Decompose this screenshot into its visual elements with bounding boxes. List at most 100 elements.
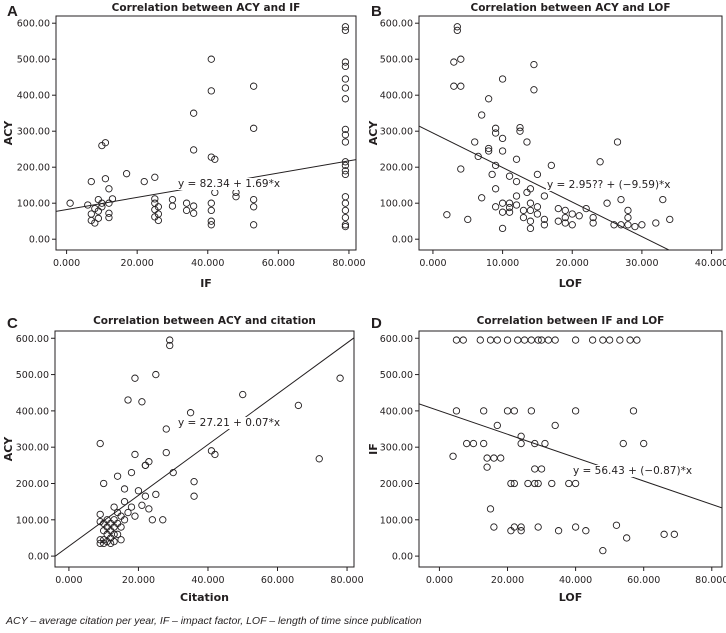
data-point — [551, 421, 559, 430]
chart-panel-c: C Correlation between ACY and citation 0.0… — [2, 315, 364, 604]
data-point — [120, 497, 129, 506]
data-point — [480, 407, 488, 415]
y-tick-label: 600.00 — [380, 19, 413, 30]
data-point — [120, 516, 129, 524]
data-point — [249, 203, 258, 211]
data-point — [182, 206, 191, 215]
data-point — [105, 209, 113, 217]
data-point — [124, 396, 132, 404]
data-point — [582, 527, 590, 535]
data-point — [211, 450, 219, 459]
data-point — [471, 138, 479, 146]
data-point — [633, 336, 641, 344]
data-point — [464, 215, 472, 224]
fit-equation-c: y = 27.21 + 0.07*x — [178, 417, 280, 429]
data-point — [127, 468, 136, 477]
data-point — [94, 214, 103, 222]
data-point — [640, 439, 648, 448]
data-point — [517, 439, 525, 448]
data-point — [106, 527, 115, 535]
y-tick-label: 300.00 — [17, 127, 50, 138]
x-tick-label: 20.000 — [122, 575, 155, 586]
data-point — [474, 152, 482, 161]
data-point — [548, 479, 556, 488]
data-point — [154, 216, 163, 225]
fit-equation-d: y = 56.43 + (−0.87)*x — [573, 465, 692, 477]
data-point — [106, 519, 115, 528]
data-point — [162, 425, 170, 433]
data-point — [151, 195, 159, 203]
chart-title-c: Correlation between ACY and citation — [93, 315, 316, 327]
data-point — [524, 479, 532, 488]
data-point — [510, 479, 518, 488]
data-point — [341, 95, 350, 103]
data-point — [207, 221, 215, 229]
data-point — [100, 536, 108, 544]
data-point — [105, 199, 113, 207]
fit-line-b — [419, 125, 671, 250]
data-point — [619, 439, 627, 448]
y-tick-label: 200.00 — [16, 479, 49, 490]
y-tick-label: 300.00 — [16, 443, 49, 454]
data-point — [452, 336, 461, 344]
x-tick-label: 60.000 — [261, 575, 294, 586]
data-point — [450, 82, 458, 90]
plot-frame-a — [55, 15, 357, 251]
data-point — [505, 203, 514, 212]
data-point — [533, 203, 542, 211]
data-point — [534, 479, 542, 488]
data-point — [526, 217, 535, 225]
data-point — [491, 203, 500, 211]
y-tick-label: 100.00 — [16, 515, 49, 526]
data-point — [498, 199, 507, 207]
data-point — [239, 390, 247, 399]
data-point — [110, 516, 118, 524]
chart-title-a: Correlation between ACY and IF — [112, 2, 301, 14]
data-point — [140, 177, 148, 186]
x-axis-label-b: LOF — [559, 277, 582, 290]
data-point — [498, 224, 507, 233]
data-point — [457, 165, 465, 173]
data-point — [493, 336, 501, 344]
data-point — [530, 86, 538, 94]
data-point — [589, 213, 597, 222]
data-point — [660, 530, 668, 538]
x-tick-label: 0.000 — [419, 258, 446, 269]
fit-equation-bg — [177, 417, 282, 429]
y-axis-label-b: ACY — [367, 120, 380, 146]
data-point — [134, 487, 143, 495]
data-point — [103, 530, 111, 538]
data-point — [341, 206, 350, 215]
plot-frame-b — [418, 15, 723, 251]
data-point — [588, 336, 597, 344]
x-tick-label: 80.000 — [332, 258, 365, 269]
data-point — [512, 192, 521, 200]
x-axis-label-a: IF — [200, 277, 212, 290]
x-tick-label: 60.000 — [262, 258, 295, 269]
data-point — [463, 439, 471, 448]
data-point — [571, 336, 580, 344]
data-point — [211, 188, 219, 197]
data-point — [211, 155, 219, 163]
plot-frame-d — [418, 330, 723, 568]
data-point — [207, 447, 216, 455]
data-point — [517, 523, 525, 531]
x-tick-label: 40.000 — [191, 258, 224, 269]
y-tick-label: 600.00 — [17, 19, 50, 30]
data-point — [480, 439, 488, 448]
data-point — [517, 527, 525, 535]
data-point — [110, 523, 118, 531]
data-point — [154, 203, 163, 211]
data-point — [623, 534, 631, 542]
data-point — [120, 485, 129, 493]
data-point — [540, 192, 549, 200]
data-point — [152, 370, 160, 379]
data-point — [341, 222, 350, 231]
data-point — [189, 202, 198, 210]
data-point — [94, 207, 103, 215]
data-point — [190, 492, 198, 500]
data-point — [527, 336, 535, 344]
data-point — [533, 210, 542, 218]
x-tick-label: 0.000 — [426, 575, 453, 586]
data-point — [512, 201, 521, 209]
